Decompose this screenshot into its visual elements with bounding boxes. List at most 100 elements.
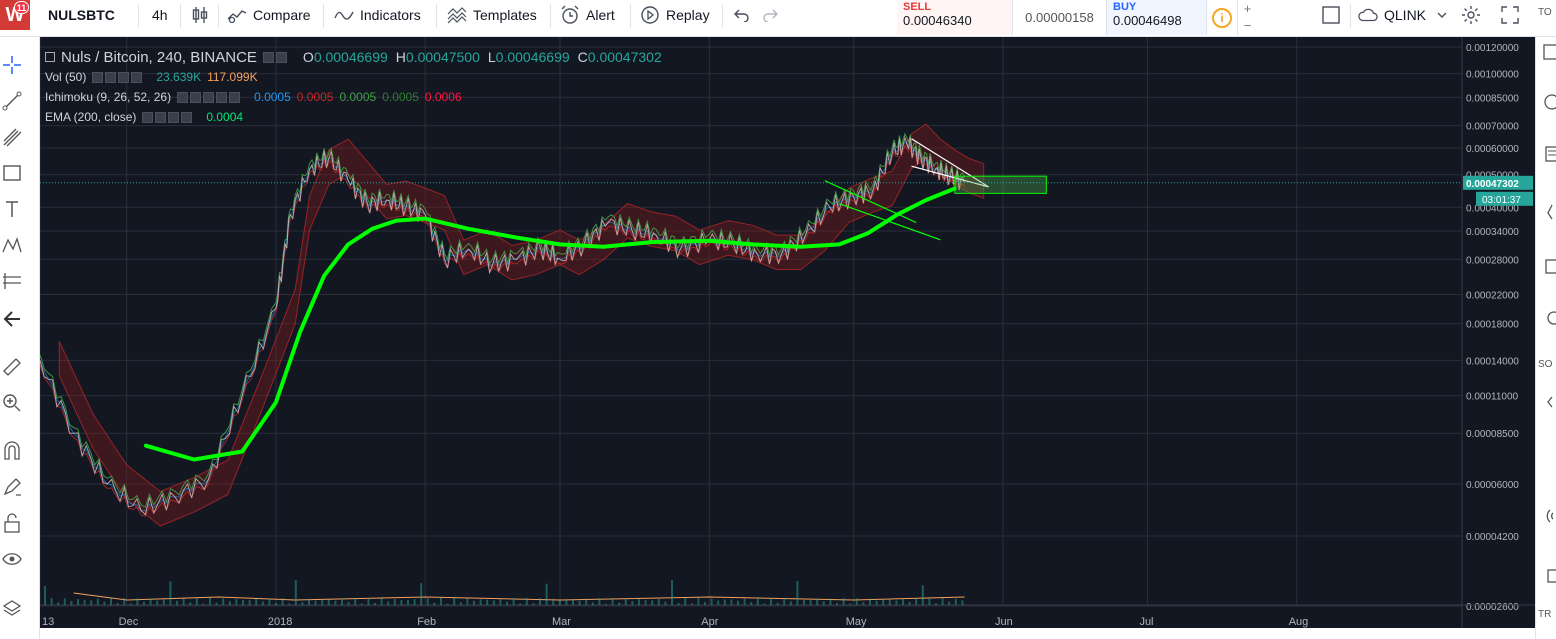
redo-icon <box>760 5 780 25</box>
ema-label[interactable]: EMA (200, close) <box>45 110 137 124</box>
calendar-icon[interactable] <box>1538 257 1556 279</box>
magnet-tool[interactable] <box>0 439 24 463</box>
minus-icon[interactable]: − <box>1243 18 1252 33</box>
volume-bar <box>248 600 251 605</box>
legend-buttons[interactable] <box>177 91 242 103</box>
y-tick-label: 0.00085000 <box>1466 93 1519 104</box>
hotlist-icon[interactable] <box>1538 203 1556 225</box>
buy-button[interactable]: BUY 0.00046498 <box>1107 0 1207 35</box>
ema-line <box>143 186 957 462</box>
volume-bar <box>440 598 442 605</box>
undo-button[interactable] <box>732 0 758 30</box>
eye-icon[interactable] <box>0 547 24 571</box>
volume-bar <box>255 598 258 605</box>
ideas-icon[interactable] <box>1538 309 1556 331</box>
settings-button[interactable] <box>1461 0 1487 30</box>
compare-label: Compare <box>253 7 311 23</box>
right-tab-bottom[interactable]: TR <box>1538 609 1552 620</box>
quantity-stepper[interactable]: + − <box>1237 0 1257 35</box>
sell-button[interactable]: SELL 0.00046340 <box>897 0 1013 35</box>
price-chart[interactable]: 0.00120000 0.00100000 0.00085000 0.00070000… <box>40 37 1535 628</box>
pitchfork-tool[interactable] <box>0 125 24 149</box>
lock-icon[interactable] <box>0 511 24 535</box>
volume-label[interactable]: Vol (50) <box>45 70 87 84</box>
chart-type-button[interactable] <box>190 0 216 30</box>
hide-toolbar-arrow-icon[interactable] <box>0 307 24 331</box>
volume-bar <box>116 603 119 605</box>
legend-buttons[interactable] <box>92 71 144 83</box>
gear-icon <box>1461 5 1481 25</box>
maximize-button[interactable] <box>1500 0 1526 30</box>
layers-icon[interactable] <box>0 597 24 621</box>
volume-bar <box>783 598 786 605</box>
prediction-tool[interactable] <box>0 269 24 293</box>
volume-bar <box>492 600 495 605</box>
undo-icon <box>732 5 752 25</box>
alerts-icon[interactable] <box>1538 93 1556 115</box>
buy-price: 0.00046498 <box>1113 13 1182 28</box>
trend-line-tool[interactable] <box>0 89 24 113</box>
trend-line-drawing <box>911 138 989 188</box>
y-tick-label: 0.00120000 <box>1466 43 1519 54</box>
alert-button[interactable]: Alert <box>560 0 615 30</box>
last-price-badge <box>1463 175 1533 190</box>
volume-bar <box>888 599 891 605</box>
volume-bar <box>954 598 957 605</box>
calendar-small-icon[interactable] <box>1538 567 1556 589</box>
indicators-button[interactable]: Indicators <box>334 0 421 30</box>
ichimoku-lead2: 0.0006 <box>424 90 462 104</box>
interval-button[interactable]: 4h <box>152 7 168 23</box>
right-panel-label[interactable]: SO <box>1538 359 1553 370</box>
top-toolbar: W 11 NULSBTC 4h Compare Indicators <box>0 0 1556 37</box>
volume-bar <box>367 598 370 605</box>
rectangle-tool[interactable] <box>0 161 24 185</box>
compare-button[interactable]: Compare <box>227 0 311 30</box>
right-tab-top[interactable]: TO <box>1538 7 1552 18</box>
app-logo[interactable]: W 11 <box>0 0 30 30</box>
x-tick-label: 13 <box>42 616 54 628</box>
replay-button[interactable]: Replay <box>640 0 710 30</box>
stream-icon[interactable] <box>1538 507 1556 529</box>
countdown-badge <box>1476 191 1533 206</box>
high-value: 0.00047500 <box>405 49 480 65</box>
volume-bar <box>723 599 726 605</box>
volume-value: 23.639K <box>156 70 202 84</box>
indicators-label: Indicators <box>360 7 421 23</box>
legend-buttons[interactable] <box>262 51 289 63</box>
notification-badge[interactable]: 11 <box>14 1 29 14</box>
series-title[interactable]: Nuls / Bitcoin, 240, BINANCE <box>61 48 257 66</box>
ema-value: 0.0004 <box>206 110 244 124</box>
data-window-icon[interactable] <box>1538 145 1556 167</box>
collapse-icon[interactable] <box>45 52 55 62</box>
legend-buttons[interactable] <box>142 111 194 123</box>
drawing-mode-tool[interactable] <box>0 475 24 499</box>
info-button[interactable]: i <box>1207 0 1237 35</box>
close-key: C <box>577 49 588 65</box>
redo-button[interactable] <box>760 0 786 30</box>
watchlist-icon[interactable] <box>1538 43 1556 65</box>
fullscreen-toggle[interactable] <box>1321 0 1347 30</box>
volume-ma-value: 117.099K <box>207 70 258 84</box>
account-menu[interactable]: QLINK <box>1358 0 1458 30</box>
sell-label: SELL <box>903 1 932 13</box>
chat-icon[interactable] <box>1538 393 1556 415</box>
templates-button[interactable]: Templates <box>447 0 537 30</box>
volume-bar <box>855 598 858 605</box>
pattern-tool[interactable] <box>0 233 24 257</box>
divider <box>722 4 723 28</box>
volume-bar <box>228 601 231 605</box>
chart-pane[interactable]: 0.00120000 0.00100000 0.00085000 0.00070000… <box>40 37 1535 628</box>
symbol-search[interactable]: NULSBTC <box>48 7 115 23</box>
ichimoku-conversion: 0.0005 <box>254 90 291 104</box>
plus-icon[interactable]: + <box>1243 1 1252 16</box>
text-tool[interactable] <box>0 197 24 221</box>
crosshair-tool[interactable] <box>0 53 24 77</box>
zoom-in-tool[interactable] <box>0 391 24 415</box>
volume-bar <box>459 602 462 605</box>
y-tick-label: 0.00018000 <box>1466 320 1519 331</box>
volume-bar <box>875 600 878 605</box>
volume-bar <box>50 598 53 605</box>
divider <box>323 4 324 28</box>
ruler-tool[interactable] <box>0 355 24 379</box>
ichimoku-label[interactable]: Ichimoku (9, 26, 52, 26) <box>45 90 172 104</box>
